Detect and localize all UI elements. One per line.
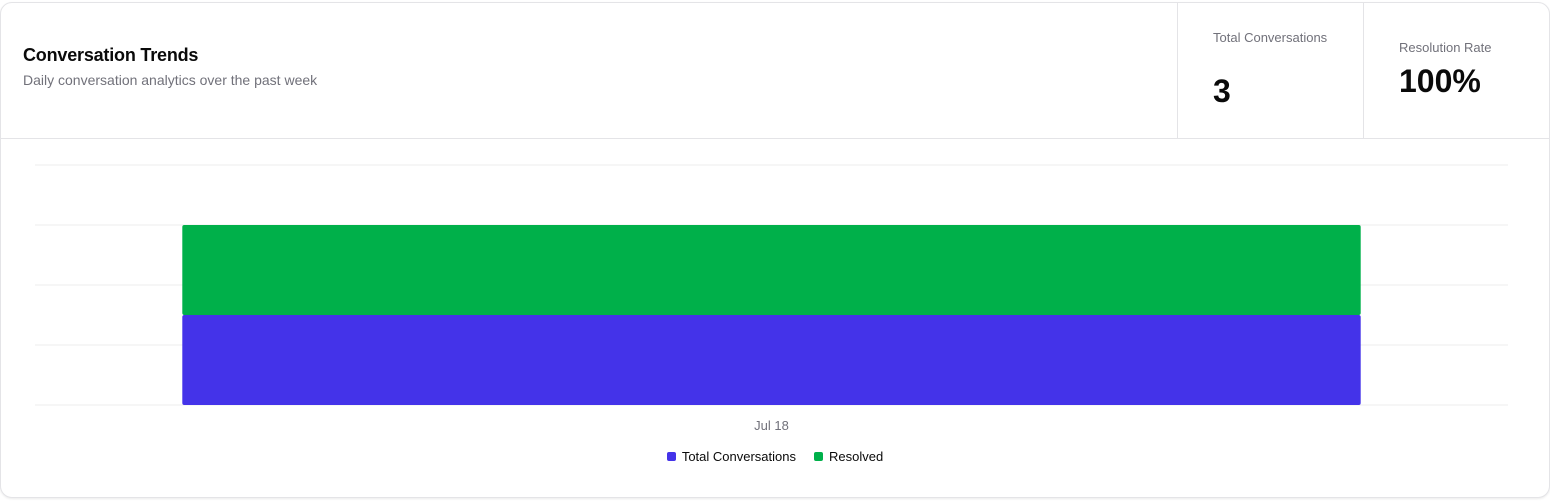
bar-total-conversations[interactable] [182, 315, 1361, 405]
stat-total-value: 3 [1213, 73, 1231, 109]
bar-chart: Jul 18 [35, 164, 1508, 433]
legend-label-total: Total Conversations [681, 449, 796, 464]
chart-title: Conversation Trends [23, 45, 199, 65]
chart-legend: Total Conversations Resolved [0, 449, 1550, 464]
stat-total-conversations[interactable]: Total Conversations 3 [1177, 3, 1363, 139]
x-tick-label: Jul 18 [754, 418, 789, 433]
legend-item-resolved[interactable]: Resolved [813, 449, 884, 464]
bar-resolved[interactable] [182, 225, 1361, 315]
stat-resolution-rate[interactable]: Resolution Rate 100% [1363, 3, 1549, 139]
stat-rate-value: 100% [1399, 63, 1481, 99]
chart-subtitle: Daily conversation analytics over the pa… [23, 72, 318, 88]
legend-swatch-total [666, 452, 676, 461]
legend-swatch-resolved [813, 452, 823, 461]
legend-item-total[interactable]: Total Conversations [666, 449, 796, 464]
title-block: Conversation Trends Daily conversation a… [23, 45, 317, 88]
stat-rate-label: Resolution Rate [1399, 40, 1492, 55]
stat-total-label: Total Conversations [1213, 30, 1328, 45]
card-header: Conversation Trends Daily conversation a… [1, 3, 1549, 139]
legend-label-resolved: Resolved [828, 449, 884, 464]
